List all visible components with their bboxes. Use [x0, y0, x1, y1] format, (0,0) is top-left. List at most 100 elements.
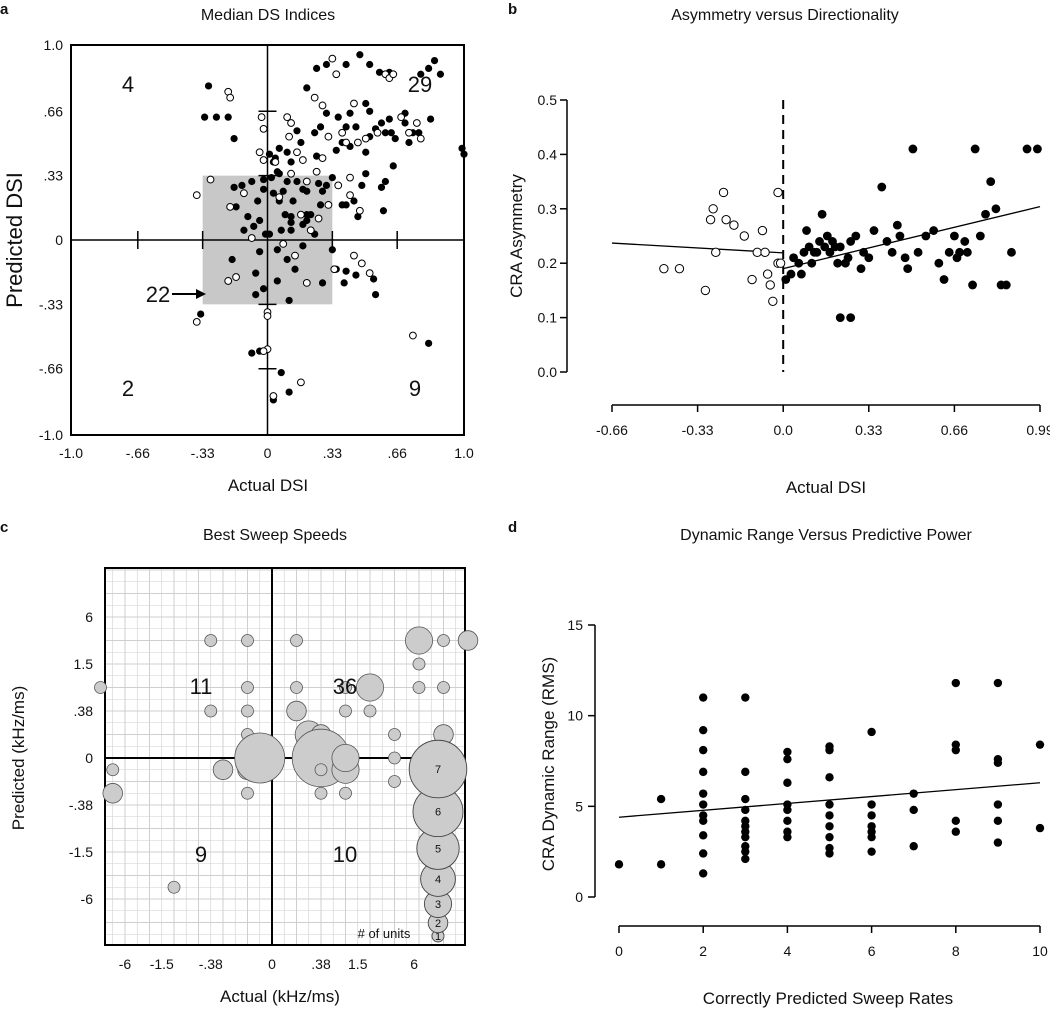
panel-d-point [783, 816, 792, 826]
panel-b-point-filled [807, 258, 817, 268]
panel-d-x-tick-label: 8 [952, 943, 960, 959]
panel-a-point-open [257, 113, 266, 122]
panel-a-point-open [334, 181, 343, 190]
panel-a-title: Median DS Indices [201, 7, 335, 24]
panel-a-count-center: 22 [146, 282, 170, 307]
panel-b-point-filled [939, 275, 949, 284]
panel-a-point-filled [328, 174, 336, 182]
panel-a-point-open [324, 201, 333, 209]
panel-d-point [825, 800, 834, 809]
panel-a-point-filled [405, 138, 413, 147]
panel-a-point-filled [342, 60, 350, 69]
panel-b-point-filled [789, 253, 798, 263]
panel-b-y-tick-label: 0.2 [538, 255, 558, 271]
panel-d-point [783, 747, 792, 757]
panel-a-point-open [291, 251, 299, 260]
panel-d-point [741, 805, 750, 815]
panel-a-point-open [405, 128, 413, 137]
panel-c-bubble [437, 634, 450, 647]
panel-d-point [909, 805, 918, 815]
panel-c-bubble [204, 634, 218, 647]
panel-b-point-filled [960, 237, 970, 246]
panel-c-letter: c [0, 519, 8, 536]
panel-b-point-filled [968, 280, 977, 290]
panel-d-point [699, 831, 708, 840]
panel-b: b Asymmetry versus Directionality -0.66 -… [507, 1, 1050, 497]
panel-b-point-filled [975, 231, 985, 241]
panel-d-point [699, 693, 708, 702]
panel-c-legend-label: 1 [435, 931, 441, 943]
panel-a-point-filled [318, 279, 327, 287]
panel-a-point-open [259, 156, 268, 164]
panel-d-point [825, 832, 834, 842]
panel-b-point-filled [929, 226, 939, 235]
panel-a-point-filled [197, 310, 205, 318]
panel-a-point-filled [248, 177, 256, 186]
panel-d-point [699, 767, 708, 777]
panel-a-point-filled [254, 197, 262, 205]
panel-d-point [993, 816, 1003, 826]
panel-b-point-open [659, 263, 669, 274]
panel-a-point-filled [313, 64, 321, 72]
panel-a-point-filled [391, 135, 399, 143]
panel-a-point-open [298, 156, 307, 164]
panel-d-x-tick-label: 4 [784, 943, 792, 959]
panel-a-point-filled [281, 211, 289, 219]
panel-a-point-filled [293, 127, 301, 135]
panel-c-bubble [290, 634, 303, 647]
panel-a-point-open [287, 169, 295, 178]
panel-d-point [783, 754, 792, 764]
panel-d-point [867, 811, 876, 820]
panel-d-point [1035, 740, 1045, 749]
panel-d-point [741, 854, 750, 864]
panel-a-point-open [247, 234, 256, 242]
panel-d-point [867, 800, 876, 809]
panel-d-x-tick-label: 6 [868, 943, 876, 959]
panel-b-point-open [700, 285, 711, 296]
panel-c-bubble [339, 681, 352, 694]
panel-a-point-filled [303, 211, 311, 219]
panel-a-point-filled [252, 291, 260, 299]
panel-d-point [783, 832, 792, 842]
panel-a-point-filled [265, 150, 274, 158]
panel-c-bubble [314, 786, 328, 800]
panel-c-y-tick-label: -6 [81, 891, 94, 907]
panel-a-point-filled [240, 226, 248, 234]
panel-b-point-open [721, 214, 731, 225]
panel-d-y-tick-label: 15 [567, 617, 583, 633]
panel-a-point-filled [256, 248, 264, 256]
panel-a-point-filled [275, 144, 283, 152]
panel-d-point [951, 827, 960, 836]
panel-c-bubble [290, 681, 303, 694]
panel-a-point-filled [299, 242, 307, 250]
panel-a-point-open [365, 269, 374, 278]
panel-a-x-tick-label: 0 [264, 445, 272, 461]
panel-d-point [951, 678, 960, 688]
panel-a-xlabel: Actual DSI [228, 476, 308, 495]
panel-c-bubble [234, 732, 286, 784]
panel-c-bubble [412, 657, 426, 671]
panel-b-point-open [708, 204, 718, 214]
panel-a-point-filled [354, 213, 362, 221]
panel-c-bubble [212, 759, 234, 780]
panel-a-point-open [192, 318, 201, 326]
panel-c-x-tick-label: 0 [268, 956, 276, 972]
panel-c-x-tick-label: 6 [410, 956, 418, 972]
panel-a-point-open [389, 70, 398, 79]
panel-a-count-top-right: 29 [408, 72, 432, 97]
panel-b-xlabel: Actual DSI [786, 478, 866, 497]
panel-a-point-filled [362, 99, 370, 108]
panel-d: d Dynamic Range Versus Predictive Power … [508, 519, 1048, 1008]
panel-a-x-tick-label: -1.0 [59, 445, 83, 461]
panel-a-point-filled [248, 349, 256, 357]
panel-a-point-open [346, 191, 354, 200]
panel-b-point-filled [882, 237, 892, 246]
panel-d-xlabel: Correctly Predicted Sweep Rates [703, 989, 953, 1008]
panel-b-point-filled [900, 253, 910, 263]
panel-a-point-filled [267, 174, 276, 182]
panel-a-point-filled [356, 51, 364, 59]
panel-a-point-open [328, 54, 337, 63]
panel-a-point-filled [426, 115, 435, 123]
panel-b-point-filled [892, 220, 902, 230]
panel-d-ylabel: CRA Dynamic Range (RMS) [539, 657, 558, 871]
